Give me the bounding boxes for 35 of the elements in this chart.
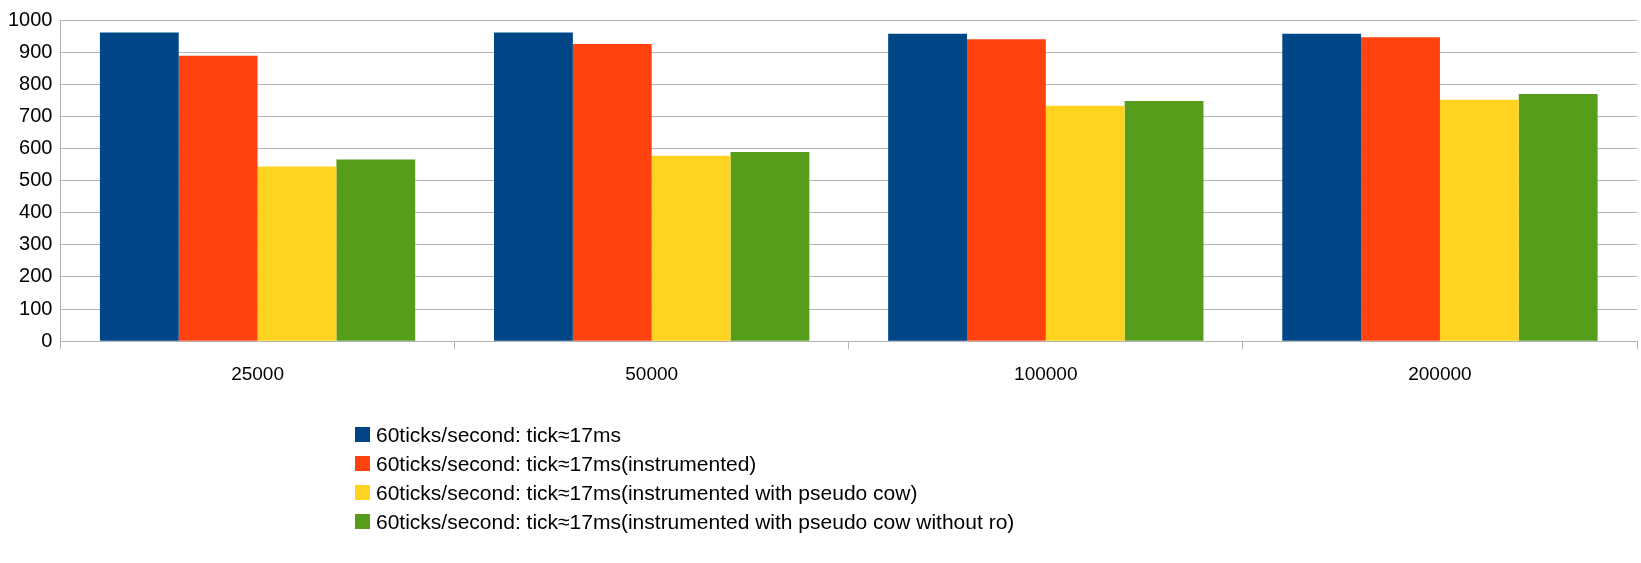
y-tick-label: 900 — [19, 39, 53, 62]
y-tick-label: 500 — [19, 168, 53, 191]
bar — [1282, 33, 1362, 341]
bar — [1124, 100, 1204, 341]
bar — [494, 32, 573, 341]
y-tick-label: 700 — [19, 103, 53, 126]
x-tick-label: 100000 — [1014, 362, 1078, 384]
legend-label: 60ticks/second: tick≈17ms(instrumented with pseudo cow without ro) — [376, 509, 1015, 534]
y-tick-label: 100 — [19, 296, 53, 319]
bar — [966, 39, 1046, 341]
y-tick-label: 600 — [19, 136, 53, 158]
x-tick-label: 50000 — [625, 362, 679, 384]
bar — [99, 32, 179, 341]
bar — [888, 33, 967, 341]
x-tick-label: 25000 — [231, 362, 284, 384]
legend-label: 60ticks/second: tick≈17ms — [376, 422, 621, 447]
bar — [651, 155, 731, 341]
bar — [1439, 99, 1519, 341]
bar — [1518, 93, 1598, 341]
bar — [572, 44, 652, 341]
bar — [178, 55, 258, 341]
y-tick-label: 400 — [19, 200, 53, 223]
bar — [1045, 105, 1125, 341]
legend-label: 60ticks/second: tick≈17ms(instrumented) — [376, 451, 757, 476]
y-tick-label: 1000 — [7, 7, 53, 30]
y-tick-label: 200 — [19, 264, 53, 287]
bar — [336, 159, 416, 341]
x-tick-label: 200000 — [1408, 362, 1472, 384]
bar — [257, 166, 337, 341]
y-tick-label: 0 — [41, 328, 53, 351]
bar — [1361, 37, 1440, 341]
bar — [730, 152, 810, 341]
y-tick-label: 300 — [19, 232, 53, 255]
legend-label: 60ticks/second: tick≈17ms(instrumented with pseudo cow) — [376, 480, 918, 505]
y-tick-label: 800 — [19, 71, 53, 94]
